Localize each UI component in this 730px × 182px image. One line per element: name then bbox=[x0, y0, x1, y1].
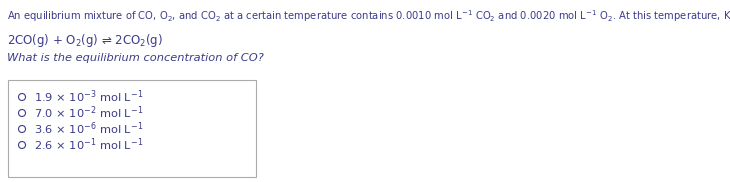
Text: 7.0 × 10$^{-2}$ mol L$^{-1}$: 7.0 × 10$^{-2}$ mol L$^{-1}$ bbox=[34, 105, 143, 121]
FancyBboxPatch shape bbox=[8, 80, 256, 177]
Text: 2CO(g) + O$_2$(g) ⇌ 2CO$_2$(g): 2CO(g) + O$_2$(g) ⇌ 2CO$_2$(g) bbox=[7, 32, 163, 49]
Text: What is the equilibrium concentration of CO?: What is the equilibrium concentration of… bbox=[7, 53, 264, 63]
Text: 2.6 × 10$^{-1}$ mol L$^{-1}$: 2.6 × 10$^{-1}$ mol L$^{-1}$ bbox=[34, 137, 143, 153]
Text: An equilibrium mixture of CO, O$_2$, and CO$_2$ at a certain temperature contain: An equilibrium mixture of CO, O$_2$, and… bbox=[7, 8, 730, 24]
Text: 1.9 × 10$^{-3}$ mol L$^{-1}$: 1.9 × 10$^{-3}$ mol L$^{-1}$ bbox=[34, 89, 143, 105]
Text: 3.6 × 10$^{-6}$ mol L$^{-1}$: 3.6 × 10$^{-6}$ mol L$^{-1}$ bbox=[34, 121, 143, 137]
